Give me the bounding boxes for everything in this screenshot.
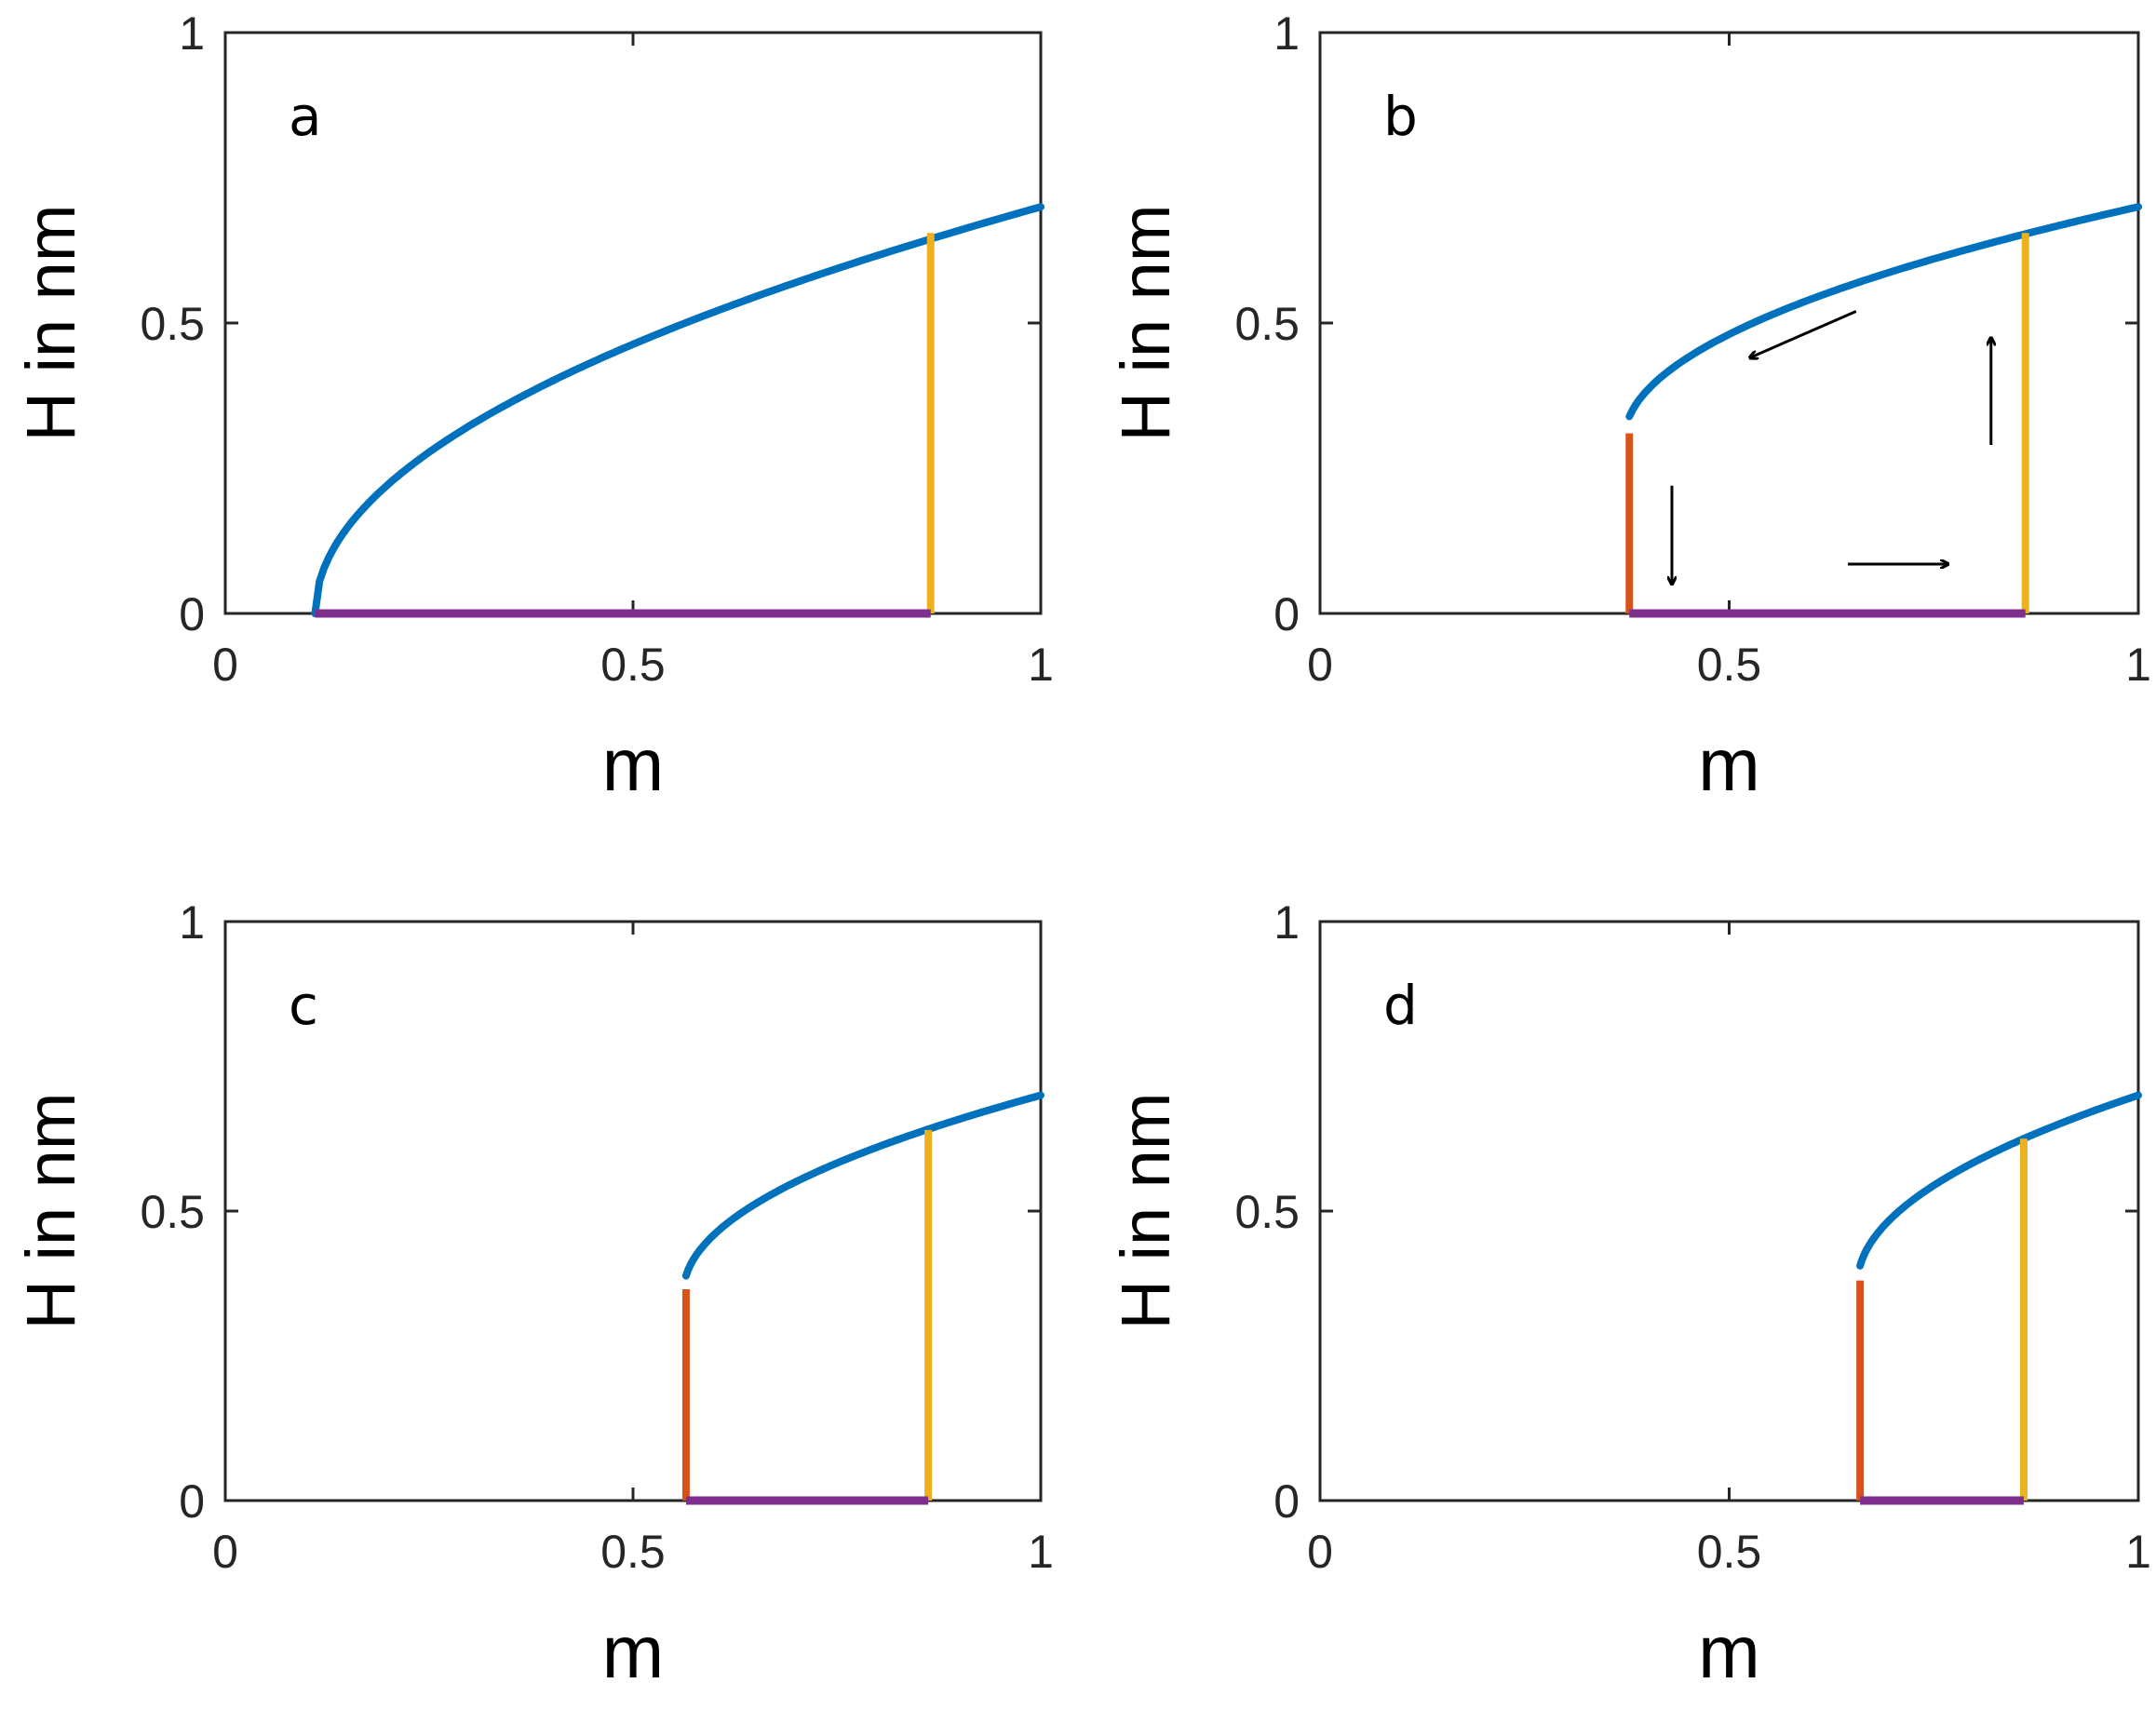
- x-tick-label: 0.5: [600, 1526, 666, 1578]
- y-tick-label: 1: [179, 7, 205, 60]
- y-axis-label: H in nm: [1107, 205, 1184, 442]
- y-tick-label: 0.5: [1234, 298, 1300, 350]
- x-tick-label: 0: [212, 1526, 238, 1578]
- x-axis-label: m: [1698, 1610, 1760, 1693]
- y-tick-label: 0.5: [140, 1186, 205, 1238]
- x-tick-label: 0.5: [1697, 639, 1762, 691]
- y-tick-label: 0: [179, 1475, 205, 1528]
- x-axis-label: m: [602, 723, 665, 806]
- panel-b: 0 0.5 1 0 0.5 1 m H in nm b: [1107, 7, 2151, 806]
- x-axis-label: m: [602, 1610, 665, 1693]
- y-axis-label: H in nm: [12, 205, 89, 442]
- axes-box: [223, 920, 1043, 1502]
- panel-letter: a: [289, 85, 322, 148]
- panel-a: 0 0.5 1 0 0.5 1 m H in nm a: [12, 7, 1054, 806]
- x-tick-label: 1: [2125, 639, 2151, 691]
- y-tick-label: 0.5: [140, 298, 205, 350]
- y-tick-label: 0: [179, 588, 205, 640]
- upper-branch-curve: [681, 1091, 1044, 1280]
- y-tick-label: 1: [1273, 7, 1300, 60]
- x-tick-label: 1: [1028, 1526, 1054, 1578]
- y-tick-label: 0.5: [1234, 1186, 1300, 1238]
- x-tick-label: 0.5: [1697, 1526, 1762, 1578]
- panel-letter: b: [1383, 85, 1418, 148]
- upper-branch-curve: [1856, 1091, 2142, 1270]
- y-axis-label: H in nm: [1107, 1093, 1184, 1330]
- axes-box: [1318, 920, 2140, 1502]
- x-tick-label: 1: [1028, 639, 1054, 691]
- y-tick-label: 1: [1273, 896, 1300, 949]
- upper-branch-curve: [1625, 203, 2142, 421]
- panel-d: 0 0.5 1 0 0.5 1 m H in nm d: [1107, 896, 2151, 1693]
- x-tick-label: 0: [212, 639, 238, 691]
- upper-branch-curve: [311, 203, 1044, 617]
- x-tick-label: 0: [1307, 639, 1333, 691]
- panel-c: 0 0.5 1 0 0.5 1 m H in nm c: [12, 896, 1054, 1693]
- y-tick-label: 0: [1273, 588, 1300, 640]
- y-tick-label: 1: [179, 896, 205, 949]
- panel-letter: c: [289, 974, 318, 1037]
- y-axis-label: H in nm: [12, 1093, 89, 1330]
- x-axis-label: m: [1698, 723, 1760, 806]
- axes-box: [1318, 31, 2140, 615]
- x-tick-label: 0.5: [600, 639, 666, 691]
- direction-arrow: [1749, 310, 1857, 358]
- x-tick-label: 0: [1307, 1526, 1333, 1578]
- panel-letter: d: [1383, 974, 1418, 1037]
- y-tick-label: 0: [1273, 1475, 1300, 1528]
- x-tick-label: 1: [2125, 1526, 2151, 1578]
